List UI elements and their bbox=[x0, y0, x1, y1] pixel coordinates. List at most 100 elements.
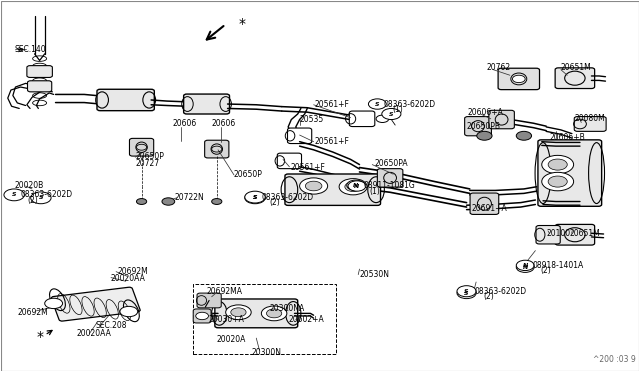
Circle shape bbox=[339, 179, 367, 195]
Text: 20691+A: 20691+A bbox=[472, 203, 508, 213]
Text: S: S bbox=[12, 192, 17, 198]
Text: S: S bbox=[375, 102, 380, 106]
Text: 20561+F: 20561+F bbox=[315, 137, 350, 146]
Text: (2): (2) bbox=[483, 292, 494, 301]
FancyBboxPatch shape bbox=[536, 225, 560, 244]
Text: 20606: 20606 bbox=[172, 119, 196, 128]
Circle shape bbox=[120, 307, 138, 317]
Circle shape bbox=[345, 182, 362, 192]
Text: 20602+A: 20602+A bbox=[288, 315, 324, 324]
Text: N: N bbox=[353, 183, 358, 188]
Text: (1): (1) bbox=[370, 187, 380, 196]
Circle shape bbox=[457, 288, 476, 299]
Text: 08363-6202D: 08363-6202D bbox=[20, 190, 72, 199]
Text: (1): (1) bbox=[393, 105, 403, 115]
Text: 20300NA: 20300NA bbox=[269, 304, 304, 313]
FancyBboxPatch shape bbox=[498, 68, 540, 90]
Circle shape bbox=[305, 181, 322, 191]
Text: *: * bbox=[36, 330, 43, 344]
Text: 20692MA: 20692MA bbox=[207, 287, 243, 296]
Text: 20722N: 20722N bbox=[175, 193, 204, 202]
FancyBboxPatch shape bbox=[285, 174, 381, 205]
Text: 08363-6202D: 08363-6202D bbox=[384, 100, 436, 109]
Circle shape bbox=[212, 199, 222, 205]
Text: (2): (2) bbox=[27, 196, 38, 205]
Circle shape bbox=[45, 298, 63, 309]
Text: 08911-1081G: 08911-1081G bbox=[364, 182, 415, 190]
Text: SEC.208: SEC.208 bbox=[96, 321, 127, 330]
Text: 20606+A: 20606+A bbox=[468, 108, 504, 117]
Circle shape bbox=[548, 159, 567, 170]
FancyBboxPatch shape bbox=[555, 68, 595, 89]
FancyBboxPatch shape bbox=[205, 140, 229, 158]
Text: S: S bbox=[253, 195, 257, 200]
Text: 20762: 20762 bbox=[487, 63, 511, 72]
Text: 20561+F: 20561+F bbox=[291, 163, 326, 172]
Text: 20030+A: 20030+A bbox=[209, 315, 244, 324]
Circle shape bbox=[548, 176, 567, 187]
Circle shape bbox=[382, 109, 401, 119]
FancyBboxPatch shape bbox=[27, 65, 52, 77]
Text: 20300N: 20300N bbox=[251, 348, 281, 357]
Circle shape bbox=[4, 189, 24, 201]
Bar bbox=[193, 284, 336, 354]
Circle shape bbox=[513, 75, 525, 83]
Text: S: S bbox=[464, 291, 469, 296]
Text: 20727: 20727 bbox=[135, 159, 159, 169]
Text: N: N bbox=[523, 265, 528, 270]
Circle shape bbox=[231, 308, 246, 317]
FancyBboxPatch shape bbox=[197, 293, 221, 308]
Circle shape bbox=[196, 312, 209, 320]
Text: S: S bbox=[464, 289, 469, 294]
Text: N: N bbox=[355, 183, 360, 189]
Circle shape bbox=[266, 309, 282, 318]
Text: (2): (2) bbox=[540, 266, 551, 275]
Text: 20530N: 20530N bbox=[360, 270, 390, 279]
Text: 20650PA: 20650PA bbox=[374, 158, 408, 168]
Text: 20020A: 20020A bbox=[217, 335, 246, 344]
Circle shape bbox=[31, 192, 51, 204]
Circle shape bbox=[300, 178, 328, 194]
Text: 20606+B: 20606+B bbox=[549, 133, 585, 142]
Text: ^200 :03 9: ^200 :03 9 bbox=[593, 355, 636, 364]
FancyBboxPatch shape bbox=[465, 116, 492, 136]
Text: 20561+F: 20561+F bbox=[315, 100, 350, 109]
Circle shape bbox=[477, 131, 492, 140]
FancyBboxPatch shape bbox=[470, 193, 499, 214]
Text: 20020B: 20020B bbox=[14, 181, 44, 190]
Circle shape bbox=[136, 199, 147, 205]
FancyBboxPatch shape bbox=[489, 110, 515, 129]
FancyBboxPatch shape bbox=[538, 140, 602, 206]
Text: 20535: 20535 bbox=[300, 115, 324, 124]
Circle shape bbox=[245, 192, 265, 204]
FancyBboxPatch shape bbox=[215, 299, 298, 328]
FancyBboxPatch shape bbox=[287, 128, 312, 144]
Text: 20651M: 20651M bbox=[570, 230, 600, 238]
Text: 20020AA: 20020AA bbox=[77, 329, 111, 338]
Text: 20606: 20606 bbox=[212, 119, 236, 128]
Text: 08363-6202D: 08363-6202D bbox=[474, 287, 526, 296]
Text: (2): (2) bbox=[269, 199, 280, 208]
FancyBboxPatch shape bbox=[277, 153, 301, 169]
Circle shape bbox=[369, 99, 387, 109]
Text: 20692M: 20692M bbox=[117, 267, 148, 276]
Text: S: S bbox=[389, 112, 394, 116]
Text: *: * bbox=[239, 16, 246, 31]
Text: 20020AA: 20020AA bbox=[111, 274, 146, 283]
Circle shape bbox=[516, 131, 532, 140]
Text: 20650P: 20650P bbox=[135, 152, 164, 161]
Circle shape bbox=[348, 181, 366, 191]
Text: 20080M: 20080M bbox=[575, 114, 605, 123]
FancyBboxPatch shape bbox=[28, 81, 52, 92]
Circle shape bbox=[261, 306, 287, 321]
Circle shape bbox=[376, 115, 389, 122]
FancyBboxPatch shape bbox=[51, 287, 140, 321]
Text: S: S bbox=[253, 195, 257, 199]
Circle shape bbox=[226, 305, 251, 320]
Circle shape bbox=[347, 180, 365, 190]
Text: 20100: 20100 bbox=[546, 230, 570, 238]
Circle shape bbox=[541, 172, 573, 191]
FancyBboxPatch shape bbox=[193, 309, 211, 323]
Circle shape bbox=[541, 155, 573, 174]
FancyBboxPatch shape bbox=[378, 169, 403, 187]
